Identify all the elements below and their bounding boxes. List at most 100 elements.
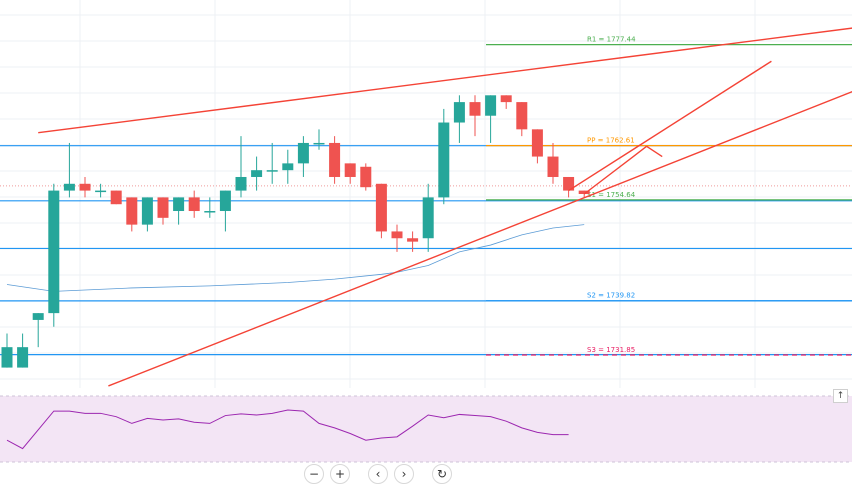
candle — [469, 95, 481, 137]
candle — [297, 136, 309, 177]
trend-line — [38, 27, 852, 134]
horizontal-levels — [0, 145, 852, 356]
candle — [438, 108, 450, 205]
moving-average-line — [6, 224, 585, 292]
candle-body — [63, 183, 75, 191]
candle — [17, 333, 29, 368]
candle — [375, 183, 387, 239]
pivot-levels: R1 = 1777.44 PP = 1762.61 S1 = 1754.64 S2 =… — [486, 36, 852, 356]
candle-body — [453, 102, 465, 123]
candle-body — [422, 197, 434, 239]
candle — [422, 183, 434, 252]
trend-line — [568, 60, 772, 192]
candle — [157, 197, 169, 225]
scroll-right-button[interactable]: › — [394, 464, 414, 484]
candle — [126, 197, 138, 232]
candle — [391, 224, 403, 252]
candle-body — [344, 163, 356, 177]
candle-body — [219, 190, 231, 212]
chart-navigation: − + ‹ › ↻ — [304, 464, 452, 486]
pivot-label-s3: S3 = 1731.85 — [587, 346, 635, 354]
candle-body — [141, 197, 153, 225]
candle-body — [48, 190, 60, 314]
candle-body — [485, 95, 497, 116]
candle — [110, 190, 122, 205]
candle-body — [251, 170, 263, 177]
candle — [1, 333, 13, 368]
candle-body — [1, 347, 13, 368]
zoom-out-button[interactable]: − — [304, 464, 324, 484]
candle — [453, 95, 465, 143]
candle-body — [32, 313, 44, 320]
rsi-band — [0, 396, 852, 462]
candle-body — [204, 211, 216, 213]
pivot-label-r1: R1 = 1777.44 — [587, 36, 636, 44]
candle — [547, 142, 559, 184]
candle — [204, 197, 216, 218]
scroll-up-button[interactable]: ↑ — [833, 389, 848, 403]
candle-body — [297, 142, 309, 164]
candle-body — [531, 129, 543, 157]
candle — [485, 95, 497, 143]
candle-body — [407, 238, 419, 242]
candle — [329, 136, 341, 184]
candle — [235, 136, 247, 198]
candle — [282, 149, 294, 184]
candle-body — [516, 102, 528, 130]
trend-line — [583, 145, 648, 195]
candle-body — [563, 176, 575, 191]
grid — [0, 0, 852, 388]
candle — [531, 129, 543, 164]
candle-body — [547, 156, 559, 177]
nav-spacer — [420, 464, 426, 486]
candle-body — [79, 183, 91, 191]
candle — [251, 156, 263, 191]
candles — [1, 95, 590, 368]
candle-body — [500, 95, 512, 103]
candle-body — [360, 166, 372, 188]
candle — [48, 183, 60, 327]
candle-body — [329, 142, 341, 177]
candle-body — [469, 102, 481, 116]
pivot-label-pp: PP = 1762.61 — [587, 137, 635, 145]
candle — [516, 102, 528, 137]
candle — [407, 231, 419, 252]
candle-body — [157, 197, 169, 218]
nav-spacer — [356, 464, 362, 486]
candle — [63, 142, 75, 198]
candle-body — [235, 176, 247, 191]
zoom-in-button[interactable]: + — [330, 464, 350, 484]
candle — [32, 313, 44, 348]
candle-body — [282, 163, 294, 171]
scroll-left-button[interactable]: ‹ — [368, 464, 388, 484]
candle-body — [391, 231, 403, 239]
candle-body — [173, 197, 185, 212]
candle — [344, 163, 356, 184]
candle — [141, 197, 153, 232]
candle — [173, 197, 185, 225]
trend-line — [646, 145, 663, 158]
candle-body — [17, 347, 29, 368]
candle — [563, 176, 575, 198]
reset-chart-button[interactable]: ↻ — [432, 464, 452, 484]
candle — [188, 190, 200, 218]
pivot-label-s2: S2 = 1739.82 — [587, 292, 635, 300]
candle-body — [188, 197, 200, 212]
candle-body — [95, 190, 107, 193]
pivot-label-s1: S1 = 1754.64 — [587, 191, 636, 199]
candle — [95, 183, 107, 198]
candle-body — [110, 190, 122, 205]
candle — [313, 129, 325, 150]
candle-body — [313, 142, 325, 145]
candle-body — [578, 190, 590, 194]
candle-body — [126, 197, 138, 225]
candle — [79, 176, 91, 198]
candle — [219, 190, 231, 232]
candle-body — [266, 170, 278, 172]
trend-line — [108, 90, 852, 387]
rsi-line — [6, 409, 569, 450]
candle — [500, 95, 512, 109]
candle-body — [438, 122, 450, 198]
candle — [360, 163, 372, 191]
